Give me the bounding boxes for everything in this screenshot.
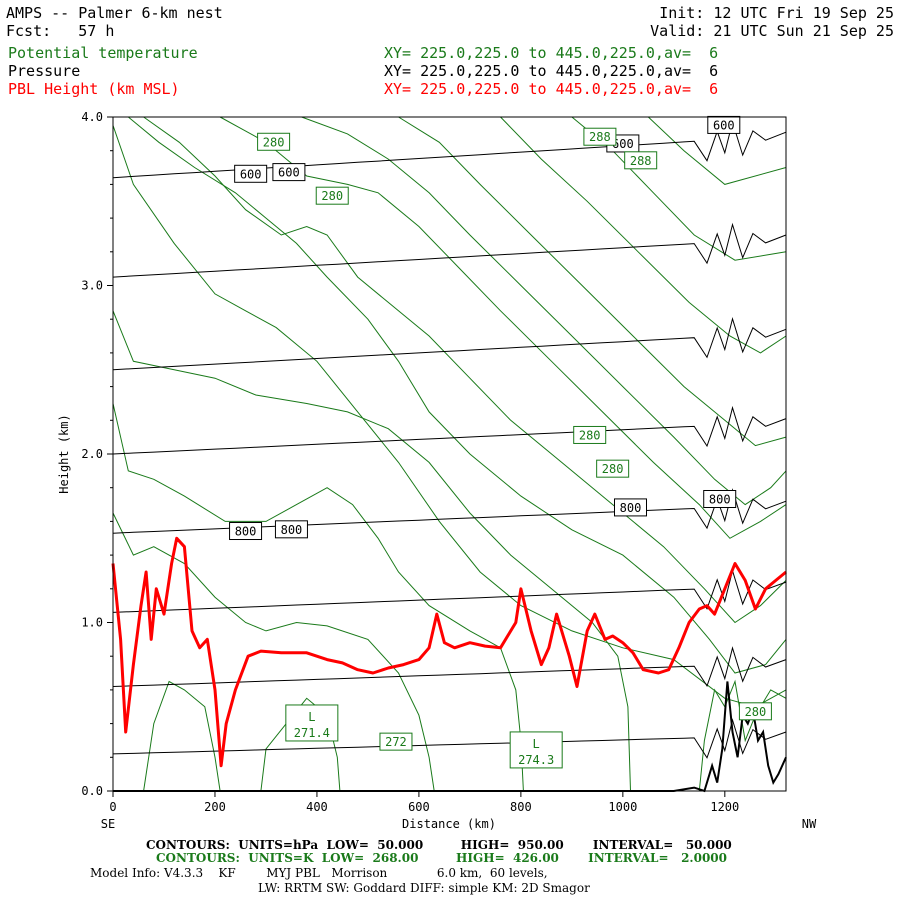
theta-contour-line — [143, 680, 221, 792]
theta-label-280: 280 — [263, 135, 285, 149]
theta-label-280: 280 — [321, 189, 343, 203]
theta-contour-line — [301, 116, 787, 506]
theta-label-280: 280 — [745, 705, 767, 719]
forecast-hour: Fcst: 57 h — [6, 22, 115, 40]
pressure-contour-line — [112, 316, 787, 371]
pressure-label-600-box — [707, 115, 741, 134]
theta-contour-line — [112, 512, 435, 792]
field-name-pbl: PBL Height (km MSL) — [8, 80, 180, 98]
pressure-label-800: 800 — [620, 501, 642, 515]
y-axis-label: Height (km) — [57, 414, 71, 493]
theta-contour-line — [112, 310, 631, 792]
theta-label-288: 288 — [589, 130, 611, 144]
theta-label-288-box — [583, 127, 617, 146]
contour-labels: 600 600 600 600 800 800 800 800 280 280 288 288 280 2… — [229, 115, 772, 769]
theta-contour-line — [219, 116, 787, 539]
footer-model-physics: LW: RRTM SW: Goddard DIFF: simple KM: 2D… — [258, 881, 590, 895]
theta-contour-line — [112, 125, 787, 708]
theta-label-280: 280 — [579, 428, 601, 442]
low-center-box — [285, 704, 339, 742]
pressure-contour-line — [112, 488, 787, 534]
x-tick-label: 1000 — [608, 800, 637, 814]
terrain-line — [113, 681, 787, 793]
pressure-label-800-box — [703, 489, 737, 508]
theta-label-280-box — [738, 702, 772, 721]
x-tick-label: 600 — [408, 800, 430, 814]
theta-contours — [112, 116, 787, 792]
y-tick-label: 2.0 — [81, 447, 103, 461]
field-name-theta: Potential temperature — [8, 44, 198, 62]
theta-label-280-box — [257, 132, 291, 151]
x-tick-label: 1200 — [710, 800, 739, 814]
y-tick-label: 0.0 — [81, 784, 103, 798]
low-center-label: L — [308, 710, 315, 724]
footer-model-info: Model Info: V4.3.3 KF MYJ PBL Morrison 6… — [90, 866, 548, 880]
theta-contour-line — [647, 116, 787, 185]
low-center-value: 271.4 — [294, 726, 330, 740]
init-time: Init: 12 UTC Fri 19 Sep 25 — [659, 4, 894, 22]
pressure-label-800-box — [229, 522, 263, 541]
model-title: AMPS -- Palmer 6-km nest — [6, 4, 223, 22]
low-center-box — [509, 731, 563, 769]
theta-contour-line — [143, 116, 787, 624]
theta-label-280: 280 — [602, 462, 624, 476]
theta-label-288: 288 — [630, 154, 652, 168]
y-tick-label: 3.0 — [81, 279, 103, 293]
pressure-label-800-box — [613, 498, 647, 517]
theta-label-288-box — [624, 151, 658, 170]
low-center-value: 274.3 — [518, 753, 554, 767]
pressure-contours — [112, 120, 787, 759]
pressure-contour-line — [112, 568, 787, 613]
terrain — [113, 681, 787, 793]
theta-label-280-box — [596, 459, 630, 478]
field-name-pressure: Pressure — [8, 62, 81, 80]
field-xy-pressure: XY= 225.0,225.0 to 445.0,225.0,av= 6 — [384, 62, 719, 80]
theta-label-272-box — [379, 732, 413, 751]
x-tick-label: 800 — [510, 800, 532, 814]
pressure-label-600-box — [272, 163, 306, 182]
x-axis-label: Distance (km) — [402, 817, 496, 831]
axis-ticks: 0 200 400 600 800 1000 1200 0.0 1.0 2.0 3.0 4.0 — [81, 110, 739, 814]
theta-contour-line — [500, 116, 787, 354]
pressure-label-800: 800 — [235, 525, 257, 539]
theta-contour-line — [260, 697, 341, 792]
x-tick-label: 200 — [204, 800, 226, 814]
field-xy-theta: XY= 225.0,225.0 to 445.0,225.0,av= 6 — [384, 44, 719, 62]
pressure-label-600: 600 — [278, 166, 300, 180]
theta-contour-line — [127, 116, 787, 674]
pressure-contour-line — [112, 120, 787, 179]
pressure-contour-line — [112, 718, 787, 759]
x-left-end: SE — [101, 817, 115, 831]
field-xy-pbl: XY= 225.0,225.0 to 445.0,225.0,av= 6 — [384, 80, 719, 98]
theta-label-280-box — [315, 186, 349, 205]
pressure-label-800-box — [274, 520, 308, 539]
pressure-contour-line — [112, 405, 787, 455]
pressure-label-800: 800 — [709, 492, 731, 506]
pressure-label-600-box — [234, 164, 268, 183]
pressure-label-800: 800 — [281, 523, 303, 537]
y-tick-label: 4.0 — [81, 110, 103, 124]
theta-contour-line — [112, 403, 524, 792]
theta-contour-line — [698, 679, 787, 792]
pbl-series — [111, 536, 787, 768]
theta-label-280-box — [573, 425, 607, 444]
pbl-height-line — [111, 536, 787, 768]
footer-pressure-contours: CONTOURS: UNITS=hPa LOW= 50.000 HIGH= 95… — [146, 838, 732, 852]
valid-time: Valid: 21 UTC Sun 21 Sep 25 — [650, 22, 894, 40]
theta-label-272: 272 — [385, 735, 407, 749]
pressure-label-600: 600 — [240, 167, 262, 181]
x-tick-label: 400 — [306, 800, 328, 814]
y-tick-label: 1.0 — [81, 616, 103, 630]
pressure-contour-line — [112, 222, 787, 278]
x-right-end: NW — [802, 817, 817, 831]
x-tick-label: 0 — [109, 800, 116, 814]
pressure-label-600: 600 — [612, 137, 634, 151]
footer-theta-contours: CONTOURS: UNITS=K LOW= 268.00 HIGH= 426.… — [156, 851, 727, 865]
low-center-label: L — [533, 737, 540, 751]
theta-contour-line — [398, 116, 787, 447]
pressure-label-600: 600 — [713, 118, 735, 132]
